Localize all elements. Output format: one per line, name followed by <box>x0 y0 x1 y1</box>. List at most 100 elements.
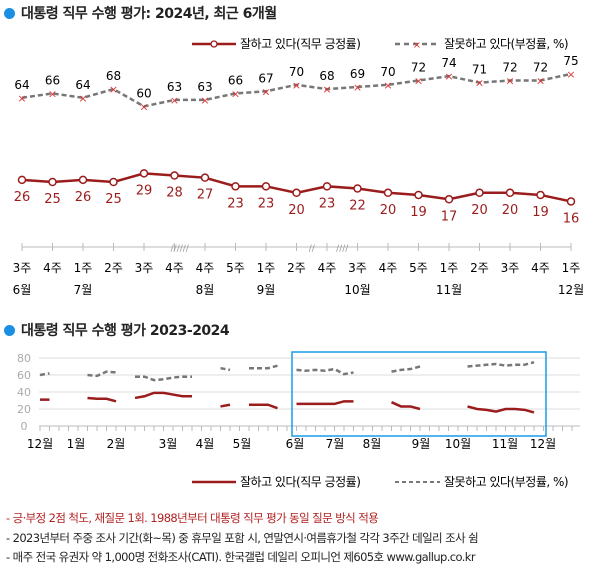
disapprove-point: × <box>414 74 423 87</box>
month-label: 7월 <box>74 283 93 297</box>
week-label: 3주 <box>501 261 520 275</box>
disapprove-data-label: 72 <box>502 60 517 74</box>
approve-point <box>78 175 88 185</box>
month-label: 3월 <box>159 437 178 451</box>
approve-data-label: 20 <box>380 203 397 218</box>
approve-point <box>566 197 576 206</box>
month-label: 12월 <box>27 437 53 451</box>
disapprove-data-label: 66 <box>45 73 60 87</box>
axis-break-mark: //// <box>336 244 349 254</box>
disapprove-data-label: 70 <box>289 65 304 79</box>
approve-point <box>200 173 210 182</box>
week-label: 5주 <box>409 261 428 275</box>
month-label: 8월 <box>363 437 382 451</box>
disapprove-line-segment <box>220 366 231 372</box>
legend-approve-label: 잘하고 있다(직무 긍정률) <box>240 475 360 489</box>
legend-disapprove-label: 잘못하고 있다(부정률, %) <box>444 475 568 489</box>
bullet-icon <box>4 7 15 19</box>
week-label: 4주 <box>165 261 184 275</box>
chart2-title: 대통령 직무 수행 평가 2023-2024 <box>4 320 230 340</box>
approve-data-label: 19 <box>410 205 427 220</box>
disapprove-data-label: 63 <box>167 80 182 94</box>
disapprove-point: × <box>353 81 362 94</box>
approve-line-segment <box>249 403 278 410</box>
month-label: 8월 <box>196 283 215 297</box>
disapprove-data-label: 68 <box>319 69 334 83</box>
week-label: 3주 <box>13 261 32 275</box>
week-label: 3주 <box>135 261 154 275</box>
approve-point <box>383 188 393 198</box>
approve-point <box>261 182 271 191</box>
axis-break-mark: ////// <box>171 244 190 254</box>
week-label: 2주 <box>287 261 306 275</box>
month-label: 12월 <box>558 283 584 297</box>
disapprove-point: × <box>322 83 331 96</box>
chart1-title: 대통령 직무 수행 평가: 2024년, 최근 6개월 <box>4 3 277 23</box>
week-label: 1주 <box>440 261 459 275</box>
disapprove-line-segment <box>135 375 192 382</box>
approve-data-label: 20 <box>288 203 305 218</box>
month-label: 7월 <box>326 437 345 451</box>
approve-point <box>292 188 301 198</box>
approve-data-label: 27 <box>197 188 214 203</box>
approve-data-label: 23 <box>258 196 275 211</box>
axis-break-mark: // <box>309 244 316 254</box>
approve-point <box>505 188 515 198</box>
disapprove-point: × <box>170 94 179 107</box>
month-label: 6월 <box>286 437 305 451</box>
week-label: 1주 <box>74 261 93 275</box>
disapprove-point: × <box>78 92 87 105</box>
week-label: 3주 <box>348 261 367 275</box>
approve-data-label: 20 <box>471 203 488 218</box>
disapprove-point: × <box>17 92 26 105</box>
approve-data-label: 19 <box>532 205 549 220</box>
disapprove-point: × <box>139 100 148 113</box>
y-tick-label: 60 <box>17 369 31 382</box>
y-tick-label: 40 <box>17 386 31 399</box>
approve-data-label: 16 <box>563 211 580 226</box>
y-tick-label: 0 <box>21 420 28 433</box>
approve-point <box>17 175 27 185</box>
week-label: 4주 <box>43 261 62 275</box>
disapprove-point: × <box>109 83 118 96</box>
legend-disapprove-marker: × <box>413 40 421 51</box>
disapprove-point: × <box>48 87 57 100</box>
approve-line-segment <box>390 401 421 411</box>
month-label: 9월 <box>412 437 431 451</box>
disapprove-line-segment <box>467 361 535 368</box>
disapprove-line-segment <box>296 367 354 376</box>
approve-data-label: 20 <box>502 203 519 218</box>
legend-disapprove-label: 잘못하고 있다(부정률, %) <box>444 37 568 51</box>
approve-data-label: 17 <box>441 209 458 224</box>
month-label: 11월 <box>492 437 518 451</box>
approve-data-label: 23 <box>227 196 244 211</box>
approve-data-label: 25 <box>44 192 61 207</box>
disapprove-data-label: 75 <box>563 54 578 68</box>
disapprove-point: × <box>292 79 301 92</box>
legend-approve-label: 잘하고 있다(직무 긍정률) <box>240 37 360 51</box>
approve-line-segment <box>87 396 117 403</box>
approve-point <box>109 177 118 187</box>
week-label: 5주 <box>226 261 245 275</box>
disapprove-data-label: 66 <box>228 73 243 87</box>
disapprove-data-label: 71 <box>472 63 487 77</box>
approve-line-segment <box>220 403 231 408</box>
week-label: 4주 <box>318 261 337 275</box>
week-label: 2주 <box>470 261 489 275</box>
approve-point <box>139 169 149 178</box>
month-label: 1월 <box>67 437 86 451</box>
approve-point <box>322 182 332 191</box>
disapprove-data-label: 64 <box>14 78 29 92</box>
note-2: - 2023년부터 주중 조사 기간(화~목) 중 휴무일 포함 시, 연말연시… <box>6 531 479 545</box>
week-label: 4주 <box>196 261 215 275</box>
month-label: 9월 <box>257 283 276 297</box>
disapprove-data-label: 60 <box>136 86 151 100</box>
disapprove-line-segment <box>39 372 50 377</box>
disapprove-data-label: 69 <box>350 67 365 81</box>
approve-line-segment <box>134 391 192 400</box>
disapprove-line-segment <box>87 370 117 378</box>
week-label: 4주 <box>531 261 550 275</box>
approve-point <box>170 171 179 180</box>
disapprove-line <box>21 72 572 108</box>
week-label: 1주 <box>562 261 581 275</box>
